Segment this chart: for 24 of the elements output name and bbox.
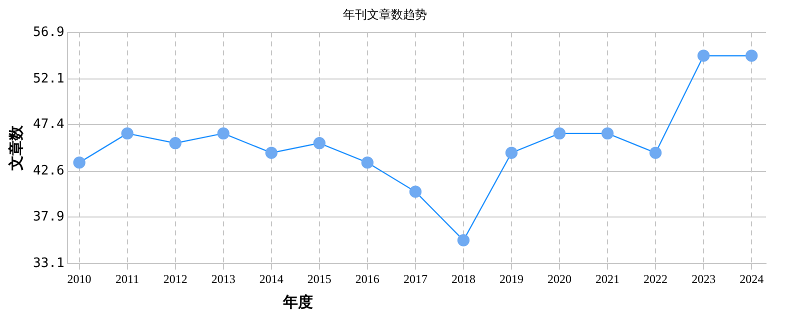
x-axis-title: 年度 [282, 292, 313, 311]
x-tick-label: 2019 [499, 272, 524, 286]
y-tick-label: 52.1 [32, 71, 64, 86]
x-tick-label: 2012 [163, 272, 188, 286]
x-tick-label: 2018 [451, 272, 476, 286]
y-axis-title: 文章数 [6, 124, 25, 172]
x-tick-label: 2013 [211, 272, 236, 286]
x-tick-label: 2023 [692, 272, 716, 286]
x-tick-label: 2021 [596, 272, 620, 286]
y-tick-label: 33.1 [32, 256, 64, 271]
x-tick-label: 2016 [355, 272, 380, 286]
x-tick-label: 2017 [403, 272, 428, 286]
x-tick-label: 2020 [548, 272, 572, 286]
x-tick-label: 2010 [67, 272, 92, 286]
x-tick-label: 2014 [259, 272, 284, 286]
x-tick-label: 2022 [644, 272, 668, 286]
y-tick-label: 42.6 [32, 164, 64, 179]
x-tick-label: 2011 [116, 272, 140, 286]
x-tick-label: 2015 [307, 272, 332, 286]
chart-title: 年刊文章数趋势 [343, 7, 427, 22]
y-tick-label: 56.9 [32, 24, 64, 40]
y-tick-label: 47.4 [32, 117, 64, 132]
y-tick-label: 37.9 [32, 209, 64, 224]
x-tick-label: 2024 [740, 272, 764, 286]
